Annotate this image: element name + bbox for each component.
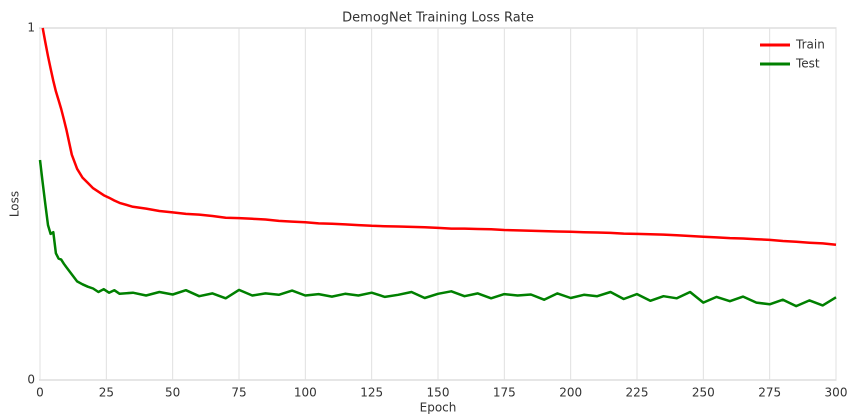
y-tick-label: 0 xyxy=(27,373,35,387)
series-line xyxy=(38,159,837,308)
x-tick-label: 50 xyxy=(165,386,180,400)
x-tick-label: 175 xyxy=(493,386,516,400)
x-tick-label: 25 xyxy=(99,386,114,400)
x-tick-label: 150 xyxy=(427,386,450,400)
x-tick-label: 0 xyxy=(36,386,44,400)
y-tick-label: 1 xyxy=(27,21,35,35)
series-line xyxy=(41,27,837,247)
legend-label: Test xyxy=(795,57,820,71)
y-axis-label: Loss xyxy=(8,191,22,217)
x-axis-label: Epoch xyxy=(420,401,457,415)
x-tick-label: 250 xyxy=(692,386,715,400)
legend-label: Train xyxy=(795,38,825,52)
x-tick-label: 125 xyxy=(360,386,383,400)
x-tick-label: 200 xyxy=(559,386,582,400)
x-tick-label: 75 xyxy=(231,386,246,400)
x-tick-label: 275 xyxy=(758,386,781,400)
x-tick-label: 300 xyxy=(825,386,848,400)
chart-title: DemogNet Training Loss Rate xyxy=(342,11,534,26)
x-tick-label: 100 xyxy=(294,386,317,400)
x-tick-label: 225 xyxy=(626,386,649,400)
